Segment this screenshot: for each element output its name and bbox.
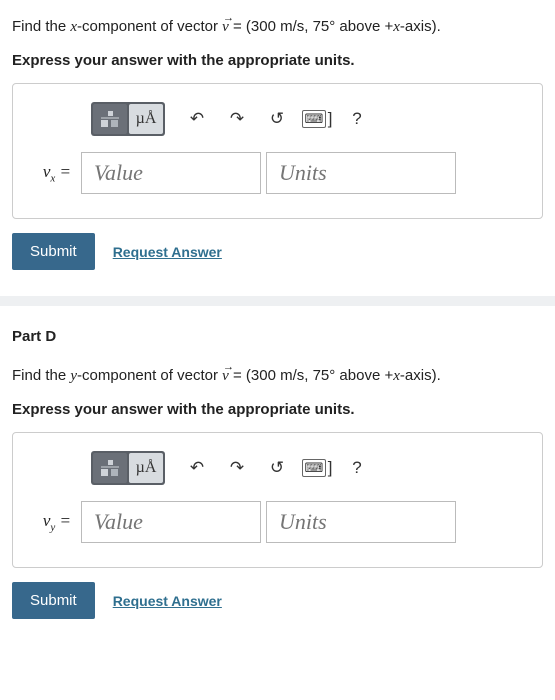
keyboard-icon[interactable]: ⌨ ] bbox=[299, 104, 335, 134]
partC-var-label: vx = bbox=[31, 162, 75, 184]
help-icon[interactable]: ? bbox=[339, 453, 375, 483]
units-button[interactable]: µÅ bbox=[129, 104, 163, 134]
partC-instruction: Express your answer with the appropriate… bbox=[12, 52, 543, 69]
undo-icon[interactable]: ↶ bbox=[179, 453, 215, 483]
templates-icon[interactable] bbox=[93, 104, 127, 134]
partD-inputs: vy = bbox=[31, 501, 524, 543]
partD-submit-button[interactable]: Submit bbox=[12, 582, 95, 619]
text: Find the bbox=[12, 18, 70, 35]
format-group: µÅ bbox=[91, 451, 165, 485]
text: = (300 m/s, 75° above + bbox=[229, 18, 393, 35]
partD-request-answer-link[interactable]: Request Answer bbox=[113, 593, 222, 609]
reset-icon[interactable]: ↺ bbox=[259, 104, 295, 134]
equals: = bbox=[55, 511, 71, 530]
partD-actions: Submit Request Answer bbox=[12, 582, 543, 619]
text: -component of vector bbox=[77, 367, 222, 384]
partD-units-input[interactable] bbox=[266, 501, 456, 543]
partC-prompt: Find the x -component of vector v = (300 … bbox=[12, 16, 543, 38]
mu-a-label: µÅ bbox=[136, 110, 157, 128]
vector-v: v bbox=[222, 17, 229, 38]
section-divider bbox=[0, 296, 555, 306]
redo-icon[interactable]: ↷ bbox=[219, 453, 255, 483]
redo-icon[interactable]: ↷ bbox=[219, 104, 255, 134]
text: -component of vector bbox=[77, 18, 222, 35]
axis: x bbox=[393, 19, 400, 35]
reset-icon[interactable]: ↺ bbox=[259, 453, 295, 483]
partC-units-input[interactable] bbox=[266, 152, 456, 194]
undo-icon[interactable]: ↶ bbox=[179, 104, 215, 134]
partD-answer-box: µÅ ↶ ↷ ↺ ⌨ ] ? vy = bbox=[12, 432, 543, 568]
partC-request-answer-link[interactable]: Request Answer bbox=[113, 244, 222, 260]
partD-instruction: Express your answer with the appropriate… bbox=[12, 401, 543, 418]
partD-prompt: Find the y-component of vector v = (300 … bbox=[12, 365, 543, 387]
partD-heading: Part D bbox=[12, 328, 543, 345]
format-group: µÅ bbox=[91, 102, 165, 136]
help-icon[interactable]: ? bbox=[339, 104, 375, 134]
equals: = bbox=[55, 162, 71, 181]
partD-var-label: vy = bbox=[31, 511, 75, 533]
axis: x bbox=[393, 368, 400, 384]
units-button[interactable]: µÅ bbox=[129, 453, 163, 483]
templates-icon[interactable] bbox=[93, 453, 127, 483]
partC-actions: Submit Request Answer bbox=[12, 233, 543, 270]
keyboard-icon[interactable]: ⌨ ] bbox=[299, 453, 335, 483]
text: Find the bbox=[12, 367, 70, 384]
text: = (300 m/s, 75° above + bbox=[229, 367, 393, 384]
partC-answer-box: µÅ ↶ ↷ ↺ ⌨ ] ? vx = bbox=[12, 83, 543, 219]
vector-v: v bbox=[222, 366, 229, 387]
partD-value-input[interactable] bbox=[81, 501, 261, 543]
partC-inputs: vx = bbox=[31, 152, 524, 194]
partD-toolbar: µÅ ↶ ↷ ↺ ⌨ ] ? bbox=[91, 451, 524, 485]
partC-submit-button[interactable]: Submit bbox=[12, 233, 95, 270]
text: -axis). bbox=[400, 18, 441, 35]
text: -axis). bbox=[400, 367, 441, 384]
mu-a-label: µÅ bbox=[136, 459, 157, 477]
partC-toolbar: µÅ ↶ ↷ ↺ ⌨ ] ? bbox=[91, 102, 524, 136]
partC-value-input[interactable] bbox=[81, 152, 261, 194]
